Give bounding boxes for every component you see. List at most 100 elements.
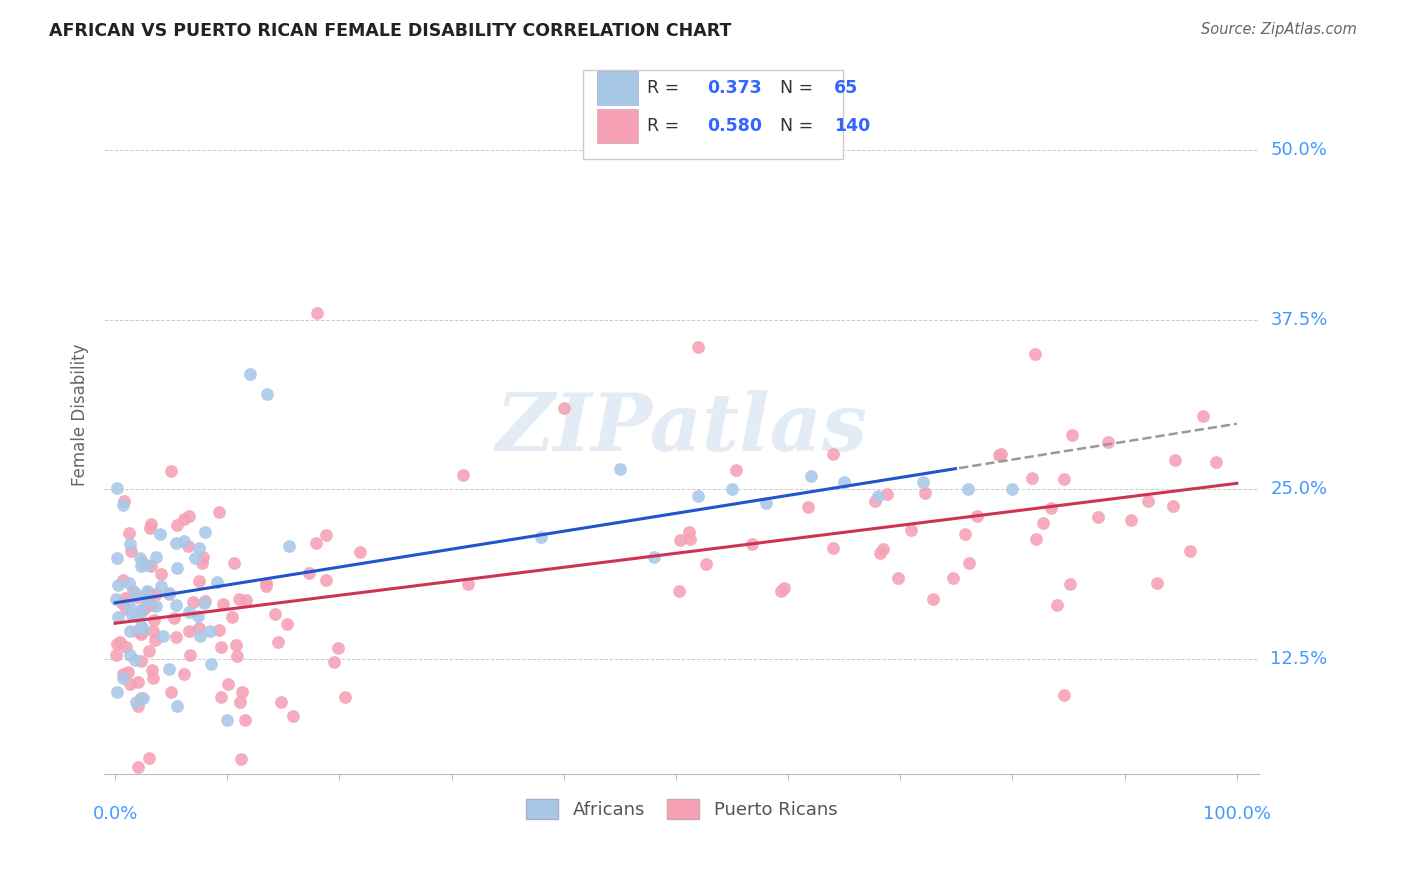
Text: 25.0%: 25.0% [1271,480,1327,499]
Text: 0.373: 0.373 [707,79,762,97]
Point [138,587,160,601]
Point [118,575,141,590]
Point [152,629,174,643]
Point [270,695,292,709]
Point [135,593,157,607]
Point [254,579,277,593]
Point [457,577,479,591]
Text: N =: N = [780,117,818,135]
FancyBboxPatch shape [598,71,638,105]
Text: N =: N = [780,79,818,97]
Point [207,574,229,589]
Text: 37.5%: 37.5% [1271,310,1327,328]
Point [125,608,148,623]
Point [134,602,156,616]
Point [118,677,141,691]
Point [235,592,257,607]
Point [179,606,201,620]
FancyBboxPatch shape [583,70,844,160]
Point [117,665,139,679]
Point [115,602,138,616]
Point [159,464,181,478]
Point [770,584,793,599]
Point [1178,543,1201,558]
Point [1001,482,1024,496]
Point [1087,510,1109,524]
Point [263,607,285,621]
Point [725,463,748,477]
Point [112,494,135,508]
FancyBboxPatch shape [598,109,638,144]
Point [111,596,134,610]
Point [177,624,200,639]
Point [1097,434,1119,449]
Point [139,517,162,532]
Point [141,559,163,574]
Text: R =: R = [647,117,685,135]
Point [988,448,1011,462]
Point [127,760,149,774]
Point [145,587,167,601]
Point [125,695,148,709]
Point [1137,494,1160,508]
Point [721,482,744,496]
Legend: Africans, Puerto Ricans: Africans, Puerto Ricans [519,792,845,826]
Point [278,539,301,553]
Point [184,550,207,565]
Point [869,546,891,560]
Point [305,536,328,550]
Point [132,622,155,636]
Text: 100.0%: 100.0% [1202,805,1271,822]
Point [157,587,180,601]
Point [315,528,337,542]
Point [212,597,235,611]
Point [111,666,134,681]
Point [160,685,183,699]
Point [131,624,153,639]
Point [832,475,855,490]
Text: 50.0%: 50.0% [1271,141,1327,159]
Point [914,485,936,500]
Point [142,624,165,639]
Point [276,616,298,631]
Point [1039,500,1062,515]
Point [181,595,204,609]
Point [226,648,249,663]
Point [957,556,980,570]
Point [166,698,188,713]
Point [872,542,894,557]
Point [188,541,211,555]
Point [125,624,148,638]
Point [695,558,717,572]
Text: AFRICAN VS PUERTO RICAN FEMALE DISABILITY CORRELATION CHART: AFRICAN VS PUERTO RICAN FEMALE DISABILIT… [49,22,731,40]
Point [135,583,157,598]
Point [173,666,195,681]
Point [1146,575,1168,590]
Point [322,655,344,669]
Point [132,691,155,706]
Point [643,550,665,565]
Point [118,537,141,551]
Point [118,648,141,663]
Point [955,527,977,541]
Point [173,511,195,525]
Point [200,657,222,671]
Point [149,579,172,593]
Point [209,640,232,655]
Point [1053,688,1076,702]
Point [129,655,152,669]
Point [138,643,160,657]
Point [942,571,965,585]
Point [129,690,152,705]
Point [218,677,240,691]
Point [1191,409,1213,423]
Point [225,638,247,652]
Text: 12.5%: 12.5% [1271,649,1327,668]
Point [1021,471,1043,485]
Point [145,550,167,565]
Point [609,462,631,476]
Point [145,599,167,613]
Text: Source: ZipAtlas.com: Source: ZipAtlas.com [1201,22,1357,37]
Point [165,630,187,644]
Point [755,496,778,510]
